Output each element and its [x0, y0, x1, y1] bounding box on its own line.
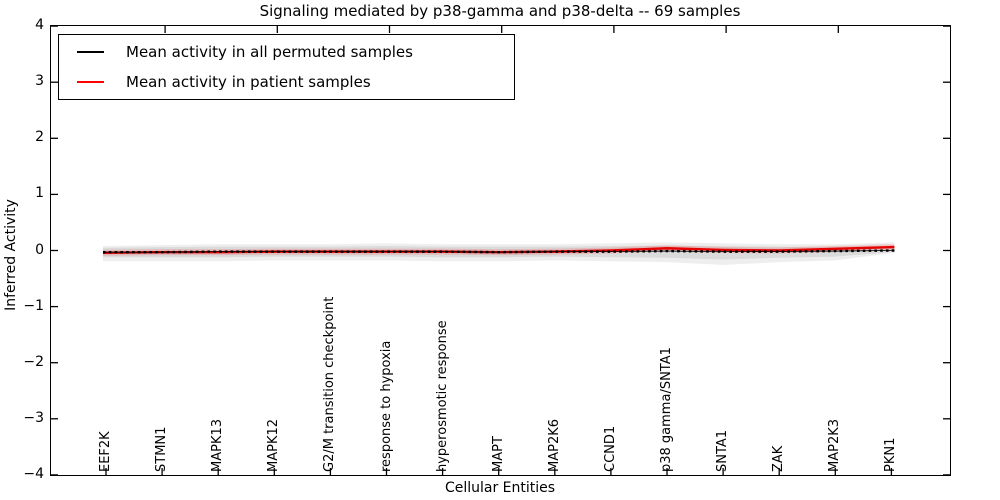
x-tick-label: response to hypoxia — [378, 340, 394, 472]
x-tick-label: EEF2K — [98, 431, 113, 472]
y-tick-label: −2 — [23, 353, 44, 370]
x-tick-label: STMN1 — [154, 426, 170, 472]
legend-item-patient: Mean activity in patient samples — [59, 67, 514, 97]
permuted-mean-line-markers — [103, 249, 895, 254]
legend-item-permuted: Mean activity in all permuted samples — [59, 37, 514, 67]
legend-label: Mean activity in all permuted samples — [126, 43, 413, 61]
x-tick-label: MAPT — [490, 436, 506, 472]
legend-line-sample-red — [77, 81, 104, 83]
x-tick-label: hyperosmotic response — [434, 320, 450, 472]
chart-svg — [51, 26, 950, 475]
x-tick-label: CCND1 — [602, 425, 618, 472]
legend-label: Mean activity in patient samples — [126, 73, 371, 91]
y-tick-label: −4 — [23, 465, 44, 482]
x-tick-label: MAP2K6 — [546, 418, 562, 472]
y-tick-label: 2 — [35, 129, 44, 146]
plot-area: EEF2K STMN1 MAPK13 MAPK12 G2/M transition ch… — [50, 25, 951, 476]
chart-title: Signaling mediated by p38-gamma and p38-… — [259, 2, 741, 20]
y-tick-label: −3 — [23, 409, 44, 426]
legend-line-sample-black — [77, 51, 104, 53]
x-tick-label: ZAK — [771, 445, 787, 472]
x-tick-label: SNTA1 — [715, 429, 731, 472]
x-tick-label: G2/M transition checkpoint — [322, 296, 338, 472]
x-tick-label: p38 gamma/SNTA1 — [659, 347, 674, 472]
x-axis-label: Cellular Entities — [444, 480, 556, 496]
y-tick-label: 0 — [35, 241, 44, 258]
x-tick-label: MAPK13 — [210, 418, 226, 472]
legend: Mean activity in all permuted samples Me… — [58, 34, 515, 100]
x-tick-label: PKN1 — [883, 437, 899, 472]
x-tick-label: MAPK12 — [266, 418, 282, 472]
y-tick-label: −1 — [23, 297, 44, 314]
x-tick-label: MAP2K3 — [827, 418, 843, 472]
y-tick-label: 3 — [35, 73, 44, 90]
y-tick-label: 4 — [35, 17, 44, 34]
y-tick-label: 1 — [35, 185, 44, 202]
